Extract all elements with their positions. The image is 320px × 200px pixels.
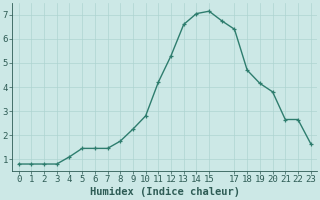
X-axis label: Humidex (Indice chaleur): Humidex (Indice chaleur) [90,187,240,197]
